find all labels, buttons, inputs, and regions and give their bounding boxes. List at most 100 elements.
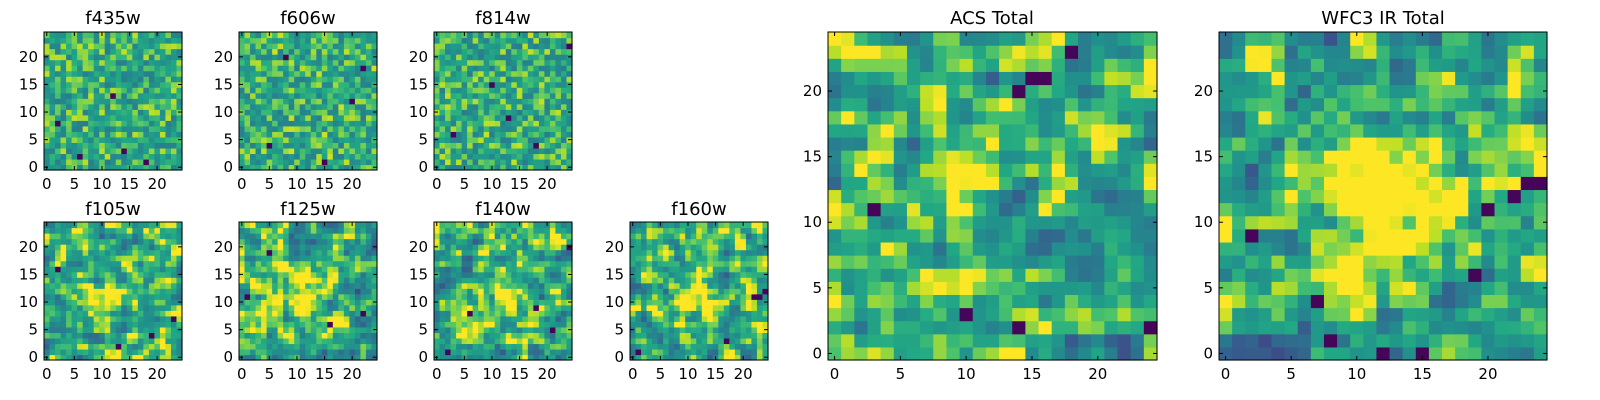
heatmap-cell: [305, 348, 312, 356]
heatmap-cell: [450, 326, 457, 333]
heatmap-cell: [349, 114, 356, 121]
heatmap-cell: [566, 65, 573, 72]
heatmap-cell: [77, 271, 84, 278]
heatmap-cell: [505, 153, 512, 160]
heatmap-cell: [450, 293, 457, 300]
heatmap-cell: [115, 315, 122, 322]
heatmap-cell: [854, 163, 869, 177]
heatmap-cell: [674, 222, 681, 229]
heatmap-cell: [176, 260, 183, 267]
heatmap-cell: [360, 288, 367, 295]
heatmap-cell: [332, 98, 339, 105]
heatmap-cell: [93, 321, 100, 328]
heatmap-cell: [104, 158, 111, 166]
heatmap-cell: [723, 249, 730, 256]
heatmap-cell: [82, 76, 89, 83]
heatmap-cell: [170, 43, 178, 50]
heatmap-cell: [560, 332, 568, 339]
heatmap-cell: [327, 337, 334, 345]
heatmap-cell: [880, 189, 895, 204]
heatmap-cell: [828, 333, 842, 348]
heatmap-cell: [472, 332, 479, 339]
heatmap-cell: [294, 332, 301, 339]
heatmap-cell: [516, 92, 523, 99]
heatmap-cell: [321, 304, 328, 311]
heatmap-cell: [49, 315, 56, 322]
heatmap-cell: [456, 249, 463, 256]
heatmap-cell: [1078, 294, 1092, 309]
heatmap-cell: [170, 227, 178, 234]
heatmap-cell: [165, 244, 172, 251]
heatmap-cell: [734, 255, 741, 262]
heatmap-cell: [445, 70, 452, 77]
heatmap-cell: [137, 65, 144, 72]
heatmap-cell: [299, 227, 306, 234]
heatmap-cell: [132, 354, 139, 361]
heatmap-cell: [566, 114, 573, 121]
heatmap-cell: [756, 299, 764, 306]
heatmap-cell: [310, 282, 317, 289]
heatmap-cell: [176, 48, 183, 55]
heatmap-cell: [450, 271, 457, 278]
heatmap-cell: [66, 282, 73, 289]
heatmap-cell: [920, 307, 934, 322]
heatmap-cell: [566, 103, 573, 110]
heatmap-cell: [712, 337, 719, 345]
heatmap-cell: [880, 333, 895, 348]
heatmap-cell: [685, 343, 692, 350]
heatmap-cell: [371, 43, 378, 50]
heatmap-cell: [560, 244, 568, 251]
heatmap-cell: [630, 227, 637, 234]
heatmap-cell: [88, 348, 95, 356]
heatmap-cell: [544, 109, 551, 116]
heatmap-cell: [360, 348, 367, 356]
heatmap-cell: [365, 153, 373, 160]
heatmap-cell: [349, 153, 356, 160]
heatmap-cell: [712, 304, 719, 311]
heatmap-cell: [461, 103, 468, 110]
heatmap-cell: [483, 249, 490, 256]
heatmap-cell: [630, 249, 637, 256]
heatmap-cell: [646, 299, 653, 306]
heatmap-cell: [154, 120, 161, 127]
heatmap-cell: [494, 87, 501, 94]
x-tick-label: 5: [70, 365, 80, 383]
heatmap-cell: [734, 348, 741, 356]
heatmap-cell: [483, 32, 490, 39]
heatmap-cell: [718, 244, 725, 251]
heatmap-cell: [71, 87, 78, 94]
heatmap-cell: [516, 343, 523, 350]
heatmap-cell: [250, 70, 257, 77]
heatmap-cell: [121, 304, 128, 311]
heatmap-cell: [674, 271, 681, 278]
heatmap-cell: [321, 87, 328, 94]
heatmap-cell: [555, 164, 562, 171]
heatmap-cell: [456, 37, 463, 44]
heatmap-cell: [310, 332, 317, 339]
heatmap-cell: [365, 120, 373, 127]
heatmap-cell: [505, 255, 512, 262]
heatmap-cell: [946, 241, 961, 256]
heatmap-cell: [283, 326, 290, 333]
heatmap-cell: [343, 98, 350, 105]
heatmap-cell: [729, 227, 736, 234]
heatmap-cell: [445, 255, 452, 262]
heatmap-cell: [354, 92, 362, 99]
heatmap-cell: [82, 125, 89, 132]
heatmap-cell: [450, 54, 457, 61]
heatmap-cell: [99, 288, 106, 295]
heatmap-cell: [544, 114, 551, 121]
heatmap-cell: [657, 315, 664, 322]
heatmap-cell: [244, 288, 251, 295]
heatmap-cell: [516, 70, 523, 77]
heatmap-cell: [299, 244, 306, 251]
heatmap-cell: [121, 136, 128, 143]
heatmap-cell: [1078, 320, 1092, 335]
heatmap-cell: [255, 147, 262, 155]
heatmap-cell: [756, 304, 764, 311]
heatmap-cell: [690, 266, 697, 273]
heatmap-cell: [489, 260, 496, 267]
heatmap-cell: [132, 43, 139, 50]
heatmap-cell: [450, 321, 457, 328]
heatmap-cell: [154, 348, 161, 356]
